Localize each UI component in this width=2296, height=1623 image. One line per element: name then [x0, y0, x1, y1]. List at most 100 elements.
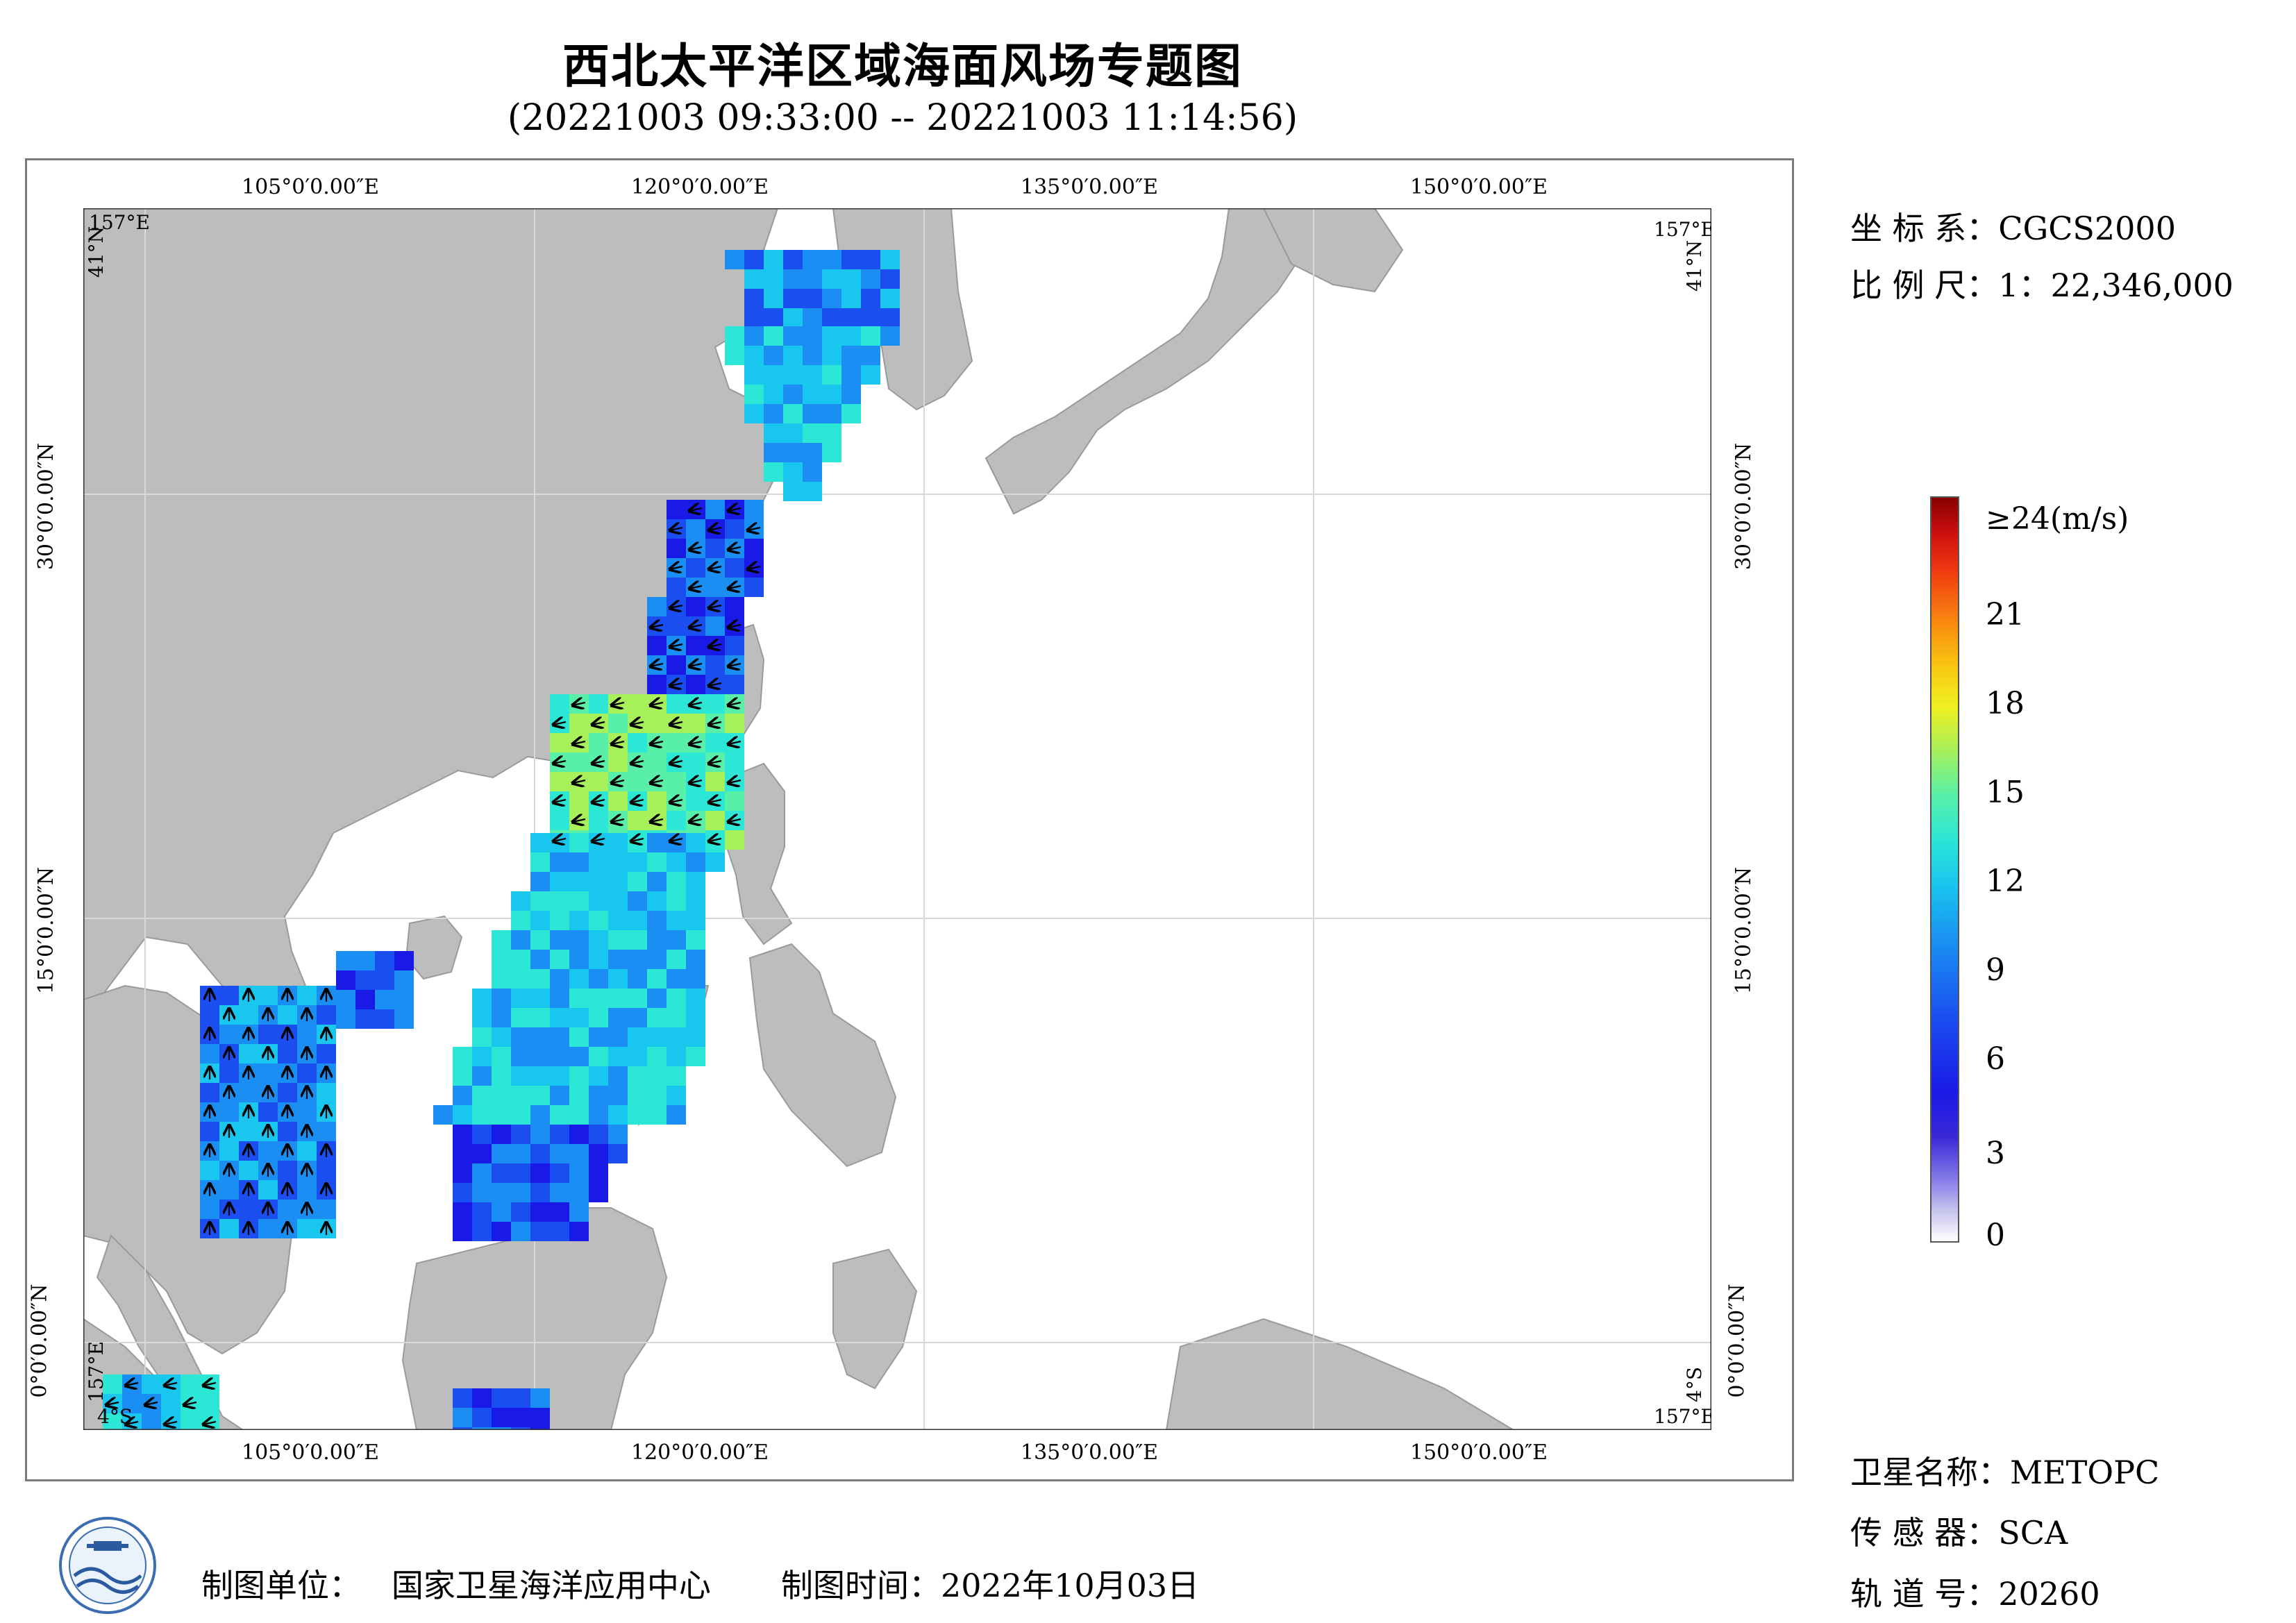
wind-cell — [608, 950, 628, 969]
scale-label: 比 例 尺： — [1850, 267, 1999, 304]
wind-cell — [764, 289, 783, 308]
land-malay — [96, 1234, 244, 1430]
wind-cell — [667, 891, 686, 911]
wind-cell — [667, 911, 686, 930]
wind-cell — [297, 1063, 317, 1083]
wind-cell — [705, 500, 725, 519]
wind-cell — [686, 519, 705, 539]
wind-cell — [492, 1027, 511, 1047]
wind-cell — [822, 250, 841, 269]
wind-cell — [589, 1163, 608, 1183]
wind-cell — [511, 1008, 530, 1027]
wind-cell — [608, 752, 628, 772]
wind-cell — [686, 1047, 705, 1066]
wind-cell — [647, 1086, 667, 1105]
wind-cell — [803, 289, 822, 308]
wind-cell — [472, 1183, 492, 1202]
wind-arrow — [709, 761, 722, 764]
wind-cell — [803, 250, 822, 269]
wind-cell — [530, 1027, 550, 1047]
wind-cell — [200, 1122, 219, 1141]
wind-cell — [492, 1086, 511, 1105]
wind-cell — [589, 694, 608, 714]
wind-arrow — [106, 1402, 119, 1405]
wind-cell — [628, 772, 647, 791]
lat-label-left-15: 15°0′0.00″N — [34, 866, 59, 995]
orbit-value: 20260 — [1998, 1575, 2100, 1613]
wind-cell — [258, 986, 278, 1005]
wind-cell — [647, 833, 667, 852]
wind-cell — [530, 950, 550, 969]
wind-cell — [744, 404, 764, 423]
satellite-row: 卫星名称：METOPC — [1850, 1447, 2159, 1493]
wind-cell — [628, 930, 647, 950]
wind-cell — [647, 1105, 667, 1125]
wind-cell — [822, 289, 841, 308]
wind-cell — [725, 791, 744, 811]
wind-cell — [686, 833, 705, 852]
wind-cell — [647, 752, 667, 772]
wind-cell — [550, 1008, 569, 1027]
wind-cell — [783, 269, 803, 289]
wind-arrow — [728, 703, 741, 705]
wind-cell — [608, 872, 628, 891]
wind-cell — [628, 891, 647, 911]
wind-cell — [667, 733, 686, 752]
legend-tick-3: 3 — [1986, 1136, 2005, 1171]
lon-label-top-105: 105°0′0.00″E — [242, 175, 380, 199]
wind-cell — [647, 930, 667, 950]
corner-tl-lat: 41°N — [85, 226, 108, 278]
wind-cell — [686, 969, 705, 989]
legend-tick-18: 18 — [1986, 686, 2025, 721]
wind-arrow — [709, 644, 722, 647]
wind-cell — [667, 578, 686, 597]
wind-cell — [803, 443, 822, 462]
wind-cell — [569, 1125, 589, 1144]
wind-cell — [667, 1027, 686, 1047]
wind-cell — [278, 1122, 297, 1141]
wind-cell — [530, 1086, 550, 1105]
wind-cell — [453, 1163, 472, 1183]
map-canvas[interactable]: 157°E 41°N 157°E 41°N 157°E 4°S 4°S 157°… — [83, 208, 1711, 1430]
wind-cell — [705, 852, 725, 872]
wind-cell — [142, 1413, 161, 1430]
wind-cell — [550, 772, 569, 791]
wind-cell — [511, 1027, 530, 1047]
wind-cell — [764, 443, 783, 462]
wind-cell — [550, 891, 569, 911]
wind-cell — [764, 308, 783, 328]
wind-cell — [608, 1047, 628, 1066]
footer-time-value: 2022年10月03日 — [941, 1567, 1200, 1604]
wind-arrow — [689, 819, 703, 822]
wind-cell — [608, 1125, 628, 1144]
wind-cell — [686, 989, 705, 1008]
wind-cell — [550, 1202, 569, 1222]
wind-arrow — [592, 722, 605, 725]
wind-cell — [219, 1141, 239, 1161]
wind-cell — [375, 951, 394, 970]
wind-cell — [667, 811, 686, 830]
wind-cell — [530, 930, 550, 950]
legend-tick-24: ≥24(m/s) — [1986, 501, 2129, 537]
wind-arrow — [651, 819, 664, 822]
wind-cell — [803, 365, 822, 385]
wind-cell — [453, 1388, 472, 1408]
wind-arrow — [165, 1422, 178, 1424]
wind-cell — [628, 872, 647, 891]
wind-arrow — [612, 741, 625, 744]
wind-arrow — [651, 780, 664, 783]
wind-arrow — [709, 605, 722, 608]
wind-cell — [355, 1009, 375, 1029]
wind-cell — [492, 1047, 511, 1066]
wind-cell — [472, 1163, 492, 1183]
wind-cell — [783, 346, 803, 365]
wind-cell — [725, 597, 744, 616]
wind-cell — [511, 1144, 530, 1163]
wind-cell — [589, 1105, 608, 1125]
wind-cell — [511, 1086, 530, 1105]
wind-cell — [647, 675, 667, 694]
lat-label-right-0: 0°0′0.00″N — [1725, 1284, 1750, 1398]
wind-arrows — [106, 508, 761, 1424]
wind-cell — [608, 1105, 628, 1125]
wind-cell — [569, 1086, 589, 1105]
